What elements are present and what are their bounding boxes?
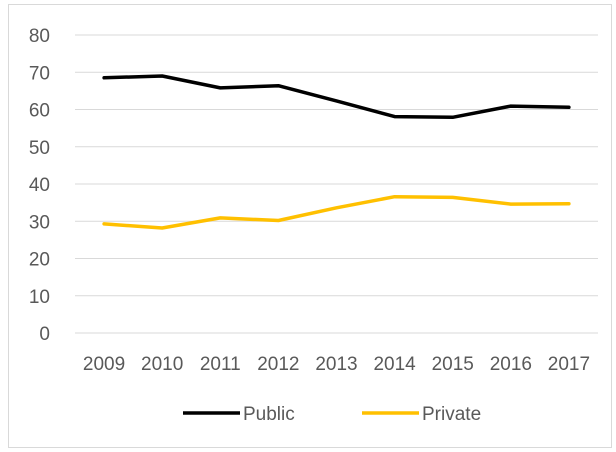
y-tick-label: 80 [29,26,50,47]
x-tick-label: 2017 [548,354,590,375]
y-tick-label: 50 [29,138,50,159]
x-tick-label: 2013 [315,354,357,375]
x-tick-label: 2015 [432,354,474,375]
series-line-public [102,74,571,120]
legend-label-private: Private [422,404,481,425]
x-tick-label: 2014 [373,354,416,375]
y-tick-label: 10 [29,287,50,308]
y-tick-label: 0 [39,324,50,345]
y-tick-label: 20 [29,250,50,271]
x-tick-label: 2009 [83,354,125,375]
x-tick-label: 2010 [141,354,183,375]
y-tick-label: 40 [29,175,50,196]
legend-label-public: Public [243,404,295,425]
x-tick-label: 2011 [200,354,241,375]
x-tick-label: 2016 [490,354,532,375]
x-tick-label: 2012 [257,354,299,375]
y-tick-label: 30 [29,212,50,233]
y-tick-label: 70 [29,63,50,84]
y-tick-label: 60 [29,101,50,122]
series-line-private [102,194,571,230]
